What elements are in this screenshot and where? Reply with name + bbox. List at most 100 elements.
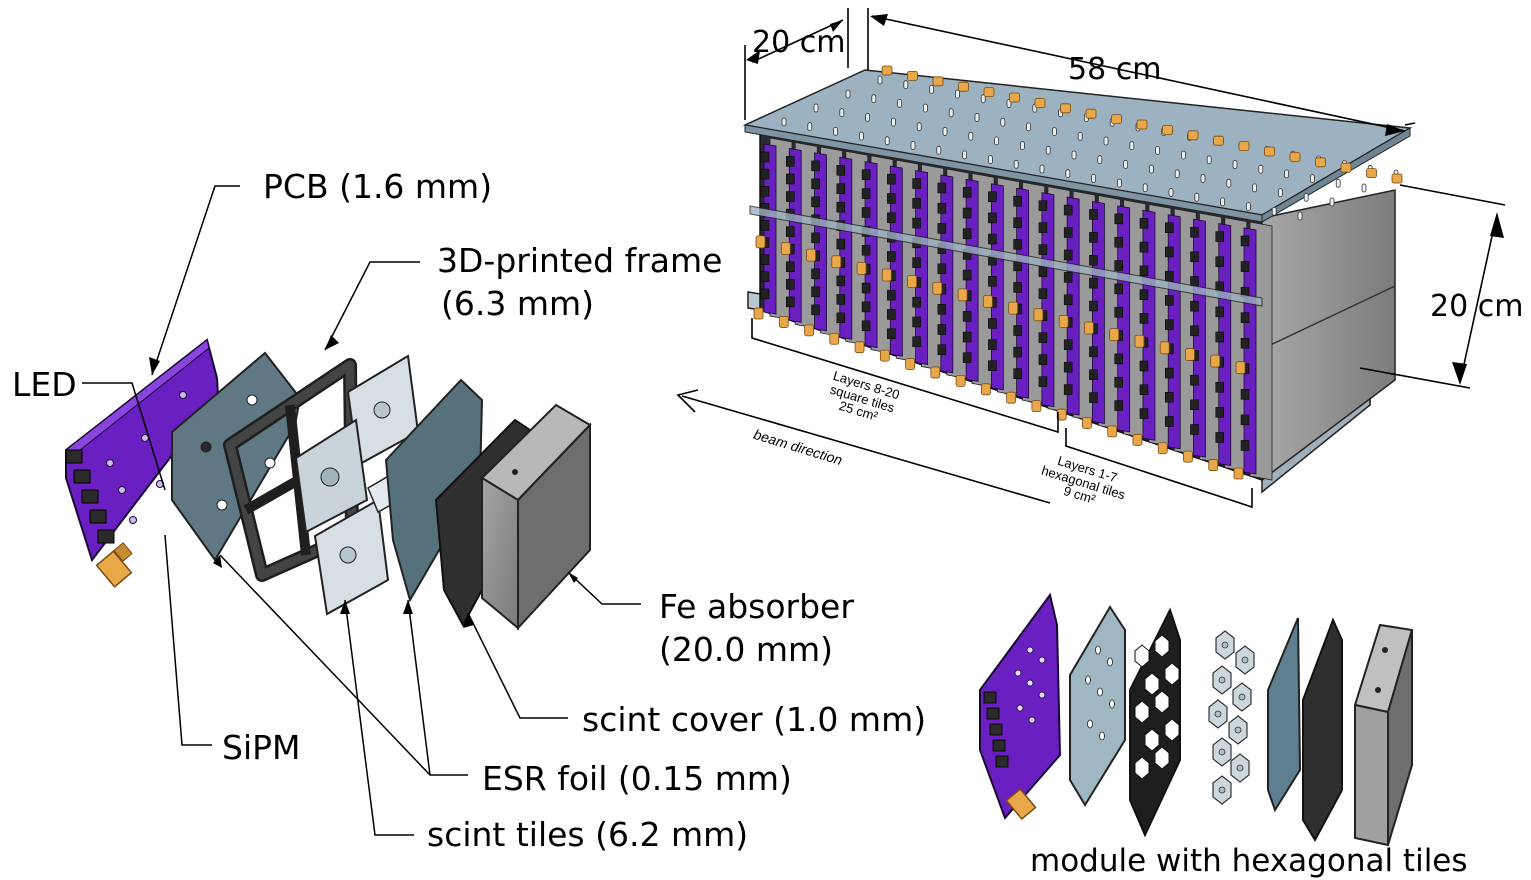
sipm-chip bbox=[992, 739, 1006, 752]
plate-hole bbox=[833, 127, 838, 136]
plate-hole bbox=[1329, 197, 1335, 207]
hex-tile bbox=[1235, 645, 1255, 675]
led-label: LED bbox=[12, 365, 77, 404]
plate-hole bbox=[923, 103, 928, 113]
detector-stack bbox=[742, 65, 1413, 494]
dimension-lines bbox=[744, 8, 1506, 389]
readout-connector bbox=[1187, 130, 1199, 141]
frame-label-line1: 3D-printed frame bbox=[437, 241, 723, 280]
stack-layer bbox=[1183, 212, 1222, 464]
hex-module-caption: module with hexagonal tiles bbox=[1030, 843, 1468, 879]
beam-arrow bbox=[676, 389, 1051, 504]
stack-layer bbox=[854, 155, 894, 355]
scint-tiles-label: scint tiles (6.2 mm) bbox=[427, 815, 749, 854]
stack-layer bbox=[1082, 194, 1121, 430]
plate-hole bbox=[884, 136, 890, 146]
sipm-chip bbox=[89, 509, 107, 524]
readout-connector bbox=[1111, 114, 1122, 124]
plate-hole bbox=[807, 122, 813, 132]
readout-connector bbox=[1238, 141, 1250, 152]
plate-hole bbox=[839, 108, 845, 118]
stack-layer bbox=[1157, 208, 1197, 456]
readout-connector bbox=[1085, 108, 1097, 119]
plate-hole bbox=[1155, 145, 1160, 155]
plate-hole bbox=[1200, 174, 1206, 183]
plate-hole bbox=[1194, 192, 1200, 202]
stack-layer bbox=[1031, 186, 1071, 414]
plate-hole bbox=[1303, 192, 1309, 202]
hexagonal-module bbox=[979, 592, 1414, 847]
stack-layer bbox=[1107, 199, 1147, 439]
depth-dimension-label: 20 cm bbox=[752, 25, 846, 60]
hex-tile bbox=[1228, 715, 1248, 745]
stack-layer bbox=[930, 168, 970, 380]
hex-tile bbox=[1208, 699, 1228, 729]
plate-hole bbox=[845, 89, 851, 99]
stack-layer bbox=[1132, 203, 1172, 447]
plate-hole bbox=[1071, 150, 1077, 160]
readout-connector bbox=[1034, 98, 1046, 108]
plate-hole bbox=[1284, 169, 1289, 179]
fe-absorber bbox=[480, 403, 592, 631]
plate-hole bbox=[1123, 159, 1128, 169]
plate-hole bbox=[1020, 141, 1025, 151]
plate-hole bbox=[897, 99, 902, 108]
plate-hole bbox=[942, 127, 948, 136]
leader-lines bbox=[82, 185, 641, 836]
readout-connector bbox=[907, 71, 918, 81]
plate-hole bbox=[1181, 150, 1186, 160]
plate-hole bbox=[1252, 183, 1257, 193]
readout-connector bbox=[1213, 135, 1224, 146]
plate-hole bbox=[877, 75, 883, 85]
plate-hole bbox=[1077, 131, 1083, 141]
plate-hole bbox=[781, 117, 787, 127]
leader-arrowheads bbox=[149, 335, 578, 628]
plate-hole bbox=[1246, 202, 1251, 212]
plate-hole bbox=[1091, 173, 1096, 183]
frame-label-line2: (6.3 mm) bbox=[441, 284, 595, 323]
plate-hole bbox=[903, 80, 909, 90]
readout-connector bbox=[1136, 119, 1148, 130]
stack-layer bbox=[1006, 181, 1046, 405]
stack-layer bbox=[980, 177, 1020, 397]
scint-tiles bbox=[294, 354, 420, 616]
hex-tile bbox=[1212, 737, 1232, 767]
exploded-module bbox=[65, 338, 592, 631]
plate-hole bbox=[916, 122, 922, 132]
plate-hole bbox=[1026, 122, 1031, 132]
sipm-chip bbox=[97, 529, 115, 544]
readout-connector bbox=[1366, 168, 1377, 179]
fe-label-line1: Fe absorber bbox=[659, 587, 854, 626]
scint-cover-label: scint cover (1.0 mm) bbox=[582, 700, 927, 739]
sipm-label: SiPM bbox=[222, 728, 301, 767]
readout-connector bbox=[1340, 162, 1352, 173]
plate-hole bbox=[1129, 141, 1135, 151]
plate-hole bbox=[936, 145, 942, 155]
plate-hole bbox=[1310, 174, 1315, 184]
stack-layer bbox=[804, 146, 843, 338]
readout-connector bbox=[1264, 146, 1275, 157]
plate-hole bbox=[1232, 160, 1238, 169]
plate-hole bbox=[1220, 197, 1225, 207]
sipm-chip bbox=[73, 469, 91, 484]
sipm-chip bbox=[983, 691, 997, 704]
readout-connector bbox=[958, 81, 969, 92]
plate-hole bbox=[968, 131, 974, 141]
stack-layer bbox=[905, 164, 944, 372]
readout-connector bbox=[1315, 157, 1326, 168]
plate-hole bbox=[1065, 169, 1071, 179]
hex-tile bbox=[1215, 630, 1235, 660]
esr-label: ESR foil (0.15 mm) bbox=[482, 759, 792, 798]
plate-hole bbox=[1206, 155, 1212, 165]
plate-hole bbox=[929, 85, 934, 94]
length-dimension-label: 58 cm bbox=[1068, 52, 1162, 87]
readout-connector bbox=[1162, 125, 1173, 135]
hex-tile bbox=[1212, 665, 1232, 695]
plate-hole bbox=[1297, 211, 1303, 221]
plate-hole bbox=[962, 150, 967, 160]
plate-hole bbox=[994, 136, 999, 146]
plate-hole bbox=[955, 89, 960, 99]
plate-hole bbox=[1226, 178, 1232, 188]
plate-hole bbox=[1039, 164, 1045, 174]
hex-tile bbox=[1212, 775, 1232, 805]
